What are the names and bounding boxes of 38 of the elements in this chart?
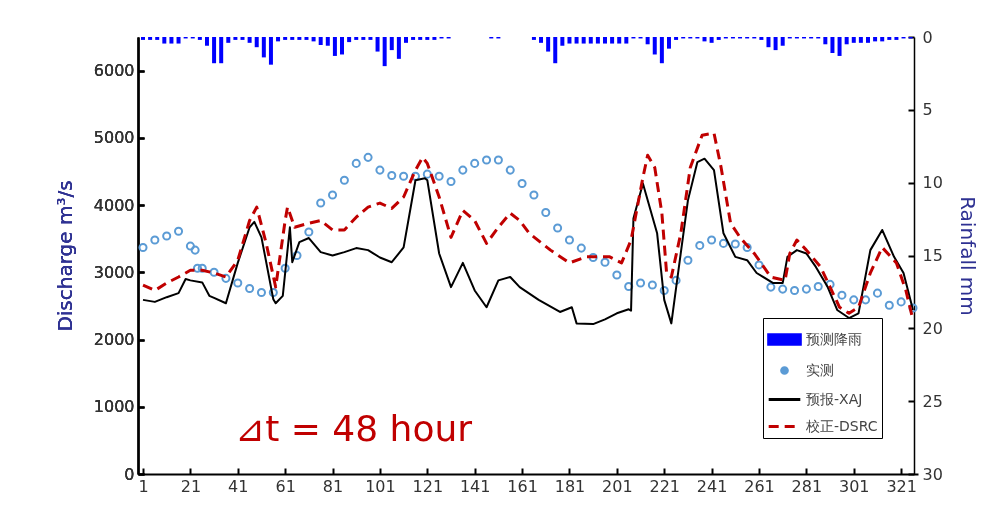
x-tick-label: 321: [886, 476, 917, 496]
y2-tick-label: 5: [922, 100, 933, 120]
x-tick-label: 161: [507, 476, 538, 496]
y-tick-label: 5000: [93, 128, 135, 148]
x-tick-label: 141: [459, 476, 491, 496]
y2-tick-label: 30: [922, 464, 943, 484]
legend-label: 预测降雨: [806, 330, 862, 347]
y2-tick-label: 20: [922, 318, 943, 338]
x-tick-label: 1: [138, 476, 149, 496]
x-tick-label: 41: [228, 476, 249, 496]
y-tick-label: 2000: [93, 330, 135, 350]
y-tick-label: 4000: [93, 195, 135, 215]
legend-label: 预报-XAJ: [806, 390, 863, 407]
y2-tick-label: 15: [922, 246, 943, 265]
y2-tick-label: 25: [922, 391, 943, 411]
y-tick-label: 6000: [93, 61, 135, 81]
y2-tick-label: 10: [922, 173, 943, 193]
legend-label: 实测: [806, 361, 834, 378]
annotation: ⊿t = 48 hour: [235, 408, 473, 449]
y-axis-title: Discharge m³/s: [52, 180, 77, 332]
x-tick-label: 281: [791, 476, 823, 496]
x-tick-label: 61: [275, 476, 296, 496]
x-tick-label: 261: [744, 476, 775, 496]
x-tick-label: 301: [839, 476, 870, 496]
x-tick-label: 21: [180, 476, 202, 496]
x-tick-label: 121: [412, 476, 444, 496]
y-tick-label: 1000: [93, 397, 135, 417]
legend-label: 校正-DSRC: [805, 417, 878, 434]
x-tick-label: 101: [365, 476, 396, 496]
x-tick-label: 81: [322, 476, 344, 496]
x-tick-label: 241: [696, 476, 728, 496]
x-tick-label: 201: [602, 476, 633, 496]
y2-tick-label: 0: [922, 27, 933, 47]
x-tick-label: 221: [649, 476, 680, 496]
y2-axis-title: Rainfall mm: [955, 196, 980, 316]
y-tick-label: 3000: [93, 262, 135, 282]
y-tick-label: 0: [124, 464, 135, 484]
x-tick-label: 181: [554, 476, 586, 496]
